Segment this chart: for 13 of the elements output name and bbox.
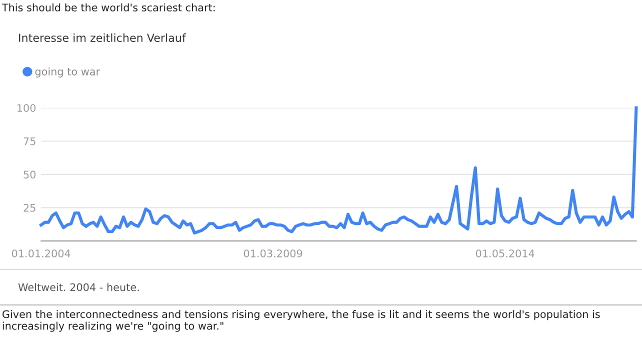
text: This should be the world's scariest chart: bbox=[2, 3, 215, 12]
y-tick-label: 25 bbox=[24, 204, 36, 212]
x-tick-label: 01.01.2004 bbox=[12, 249, 70, 258]
legend-label: going to war bbox=[35, 67, 100, 78]
y-tick-label: 100 bbox=[17, 104, 36, 112]
x-tick-label: 01.03.2009 bbox=[244, 249, 302, 258]
y-tick-label: 75 bbox=[24, 137, 36, 146]
chart-title: Interesse im zeitlichen Verlauf bbox=[19, 33, 186, 42]
text: Given the interconnectedness and tensions rising everywhere, the fuse is lit and it seems the world's population is increasingly realizing we're "going to war." bbox=[2, 310, 600, 332]
y-tick-label: 50 bbox=[24, 170, 36, 179]
x-tick-label: 01.05.2014 bbox=[476, 249, 534, 258]
text: Weltweit. 2004 - heute. bbox=[18, 283, 139, 292]
line-series bbox=[40, 106, 638, 234]
